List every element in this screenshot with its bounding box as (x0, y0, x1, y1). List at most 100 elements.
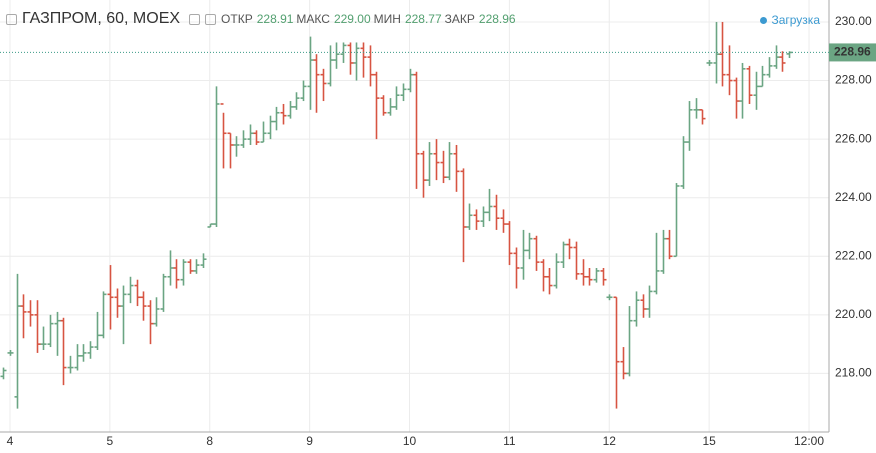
ohlc-bar (640, 294, 647, 318)
ohlc-bar (746, 65, 753, 104)
ohlc-bar (140, 291, 147, 321)
ohlc-bar (7, 349, 14, 356)
x-tick-label: 11 (503, 434, 516, 448)
x-tick-label: 12:00 (794, 434, 824, 448)
y-tick-label: 220.00 (835, 307, 872, 321)
eye-icon[interactable] (189, 13, 201, 25)
ohlc-bar (693, 98, 700, 119)
ohlc-bar (147, 300, 154, 345)
ohlc-bar (220, 103, 227, 169)
ohlc-bar (0, 367, 7, 380)
ohlc-bar (393, 86, 400, 110)
ohlc-bar (273, 106, 280, 131)
ohlc-bar (340, 42, 347, 63)
ohlc-bar (453, 144, 460, 192)
ohlc-bar (593, 267, 600, 283)
ohlc-bar (213, 86, 220, 227)
status: Загрузка (760, 13, 820, 27)
ohlc-bar (313, 54, 320, 113)
last-price-box (829, 43, 876, 62)
ohlc-bar (560, 241, 567, 268)
ohlc-bar (40, 326, 47, 350)
field-label: ОТКР (221, 12, 253, 26)
ohlc-bar (307, 36, 314, 110)
ohlc-bar (333, 42, 340, 69)
ohlc-bar (420, 150, 427, 198)
ohlc-bar (400, 83, 407, 102)
x-tick-label: 4 (7, 434, 14, 448)
ohlc-bar (253, 130, 260, 145)
ohlc-bar (187, 259, 194, 274)
ohlc-bar (646, 285, 653, 318)
ohlc-bar (227, 132, 234, 169)
ohlc-bar (606, 294, 613, 301)
y-tick-label: 230.00 (835, 14, 872, 28)
ohlc-bar (107, 265, 114, 330)
ohlc-bar (533, 235, 540, 271)
ohlc-bar (426, 142, 433, 186)
ohlc-bar (666, 229, 673, 260)
ohlc-bar (673, 183, 680, 258)
ohlc-bar (653, 232, 660, 295)
ohlc-bar (680, 136, 687, 189)
ohlc-bar (373, 71, 380, 140)
ohlc-bar (267, 115, 274, 140)
ohlc-bar (353, 42, 360, 81)
ohlc-bar (167, 250, 174, 286)
field-value: 228.77 (404, 12, 442, 26)
ohlc-bar (67, 355, 74, 374)
ohlc-bar (74, 344, 81, 371)
x-tick-label: 5 (107, 434, 114, 448)
ohlc-bar (54, 311, 61, 356)
ohlc-bar (200, 253, 207, 268)
ohlc-bar (446, 142, 453, 181)
ohlc-bar (779, 51, 786, 72)
settings-icon[interactable] (205, 13, 217, 25)
ohlc-bar (486, 188, 493, 222)
ohlc-bar (134, 279, 141, 307)
field-value: 228.96 (478, 12, 516, 26)
x-tick-label: 8 (206, 434, 213, 448)
ohlc-bar (127, 276, 134, 304)
field-value: 229.00 (333, 12, 371, 26)
ohlc-bar (513, 247, 520, 289)
ohlc-bar (753, 71, 760, 110)
ohlc-bar (633, 291, 640, 327)
field-label: ЗАКР (444, 12, 475, 26)
ohlc-bar (493, 194, 500, 230)
last-price-label: 228.96 (834, 45, 871, 59)
ohlc-bar (586, 267, 593, 286)
ohlc-bar (94, 311, 101, 350)
ohlc-bar (387, 98, 394, 116)
ohlc-bar (526, 232, 533, 260)
ohlc-bar (360, 42, 367, 78)
ohlc-bar (60, 317, 67, 386)
ohlc-bar (759, 65, 766, 88)
field-label: МИН (373, 12, 401, 26)
y-tick-label: 226.00 (835, 131, 872, 145)
ohlc-bar (433, 139, 440, 181)
ohlc-bar (739, 62, 746, 119)
ohlc-bar (466, 203, 473, 230)
ohlc-bar (153, 297, 160, 327)
ohlc-bar (233, 136, 240, 157)
ohlc-bar (613, 296, 620, 409)
ohlc-bar (240, 130, 247, 148)
field-value: 228.91 (256, 12, 294, 26)
ohlc-bar (160, 273, 167, 312)
symbol: ГАЗПРОМ, 60, MOEX (22, 10, 181, 27)
x-tick-label: 12 (603, 434, 617, 448)
ohlc-bar (34, 300, 41, 353)
ohlc-bar (87, 341, 94, 359)
ohlc-bar (540, 259, 547, 292)
ohlc-fields: ОТКР 228.91 МАКС 229.00 МИН 228.77 ЗАКР 228.96 (221, 12, 519, 26)
ohlc-bar (20, 294, 27, 339)
ohlc-bar (660, 229, 667, 274)
collapse-icon[interactable] (6, 13, 17, 25)
ohlc-bar (440, 150, 447, 184)
ohlc-bar (207, 223, 214, 228)
ohlc-bar (193, 259, 200, 274)
ohlc-bar (320, 68, 327, 102)
